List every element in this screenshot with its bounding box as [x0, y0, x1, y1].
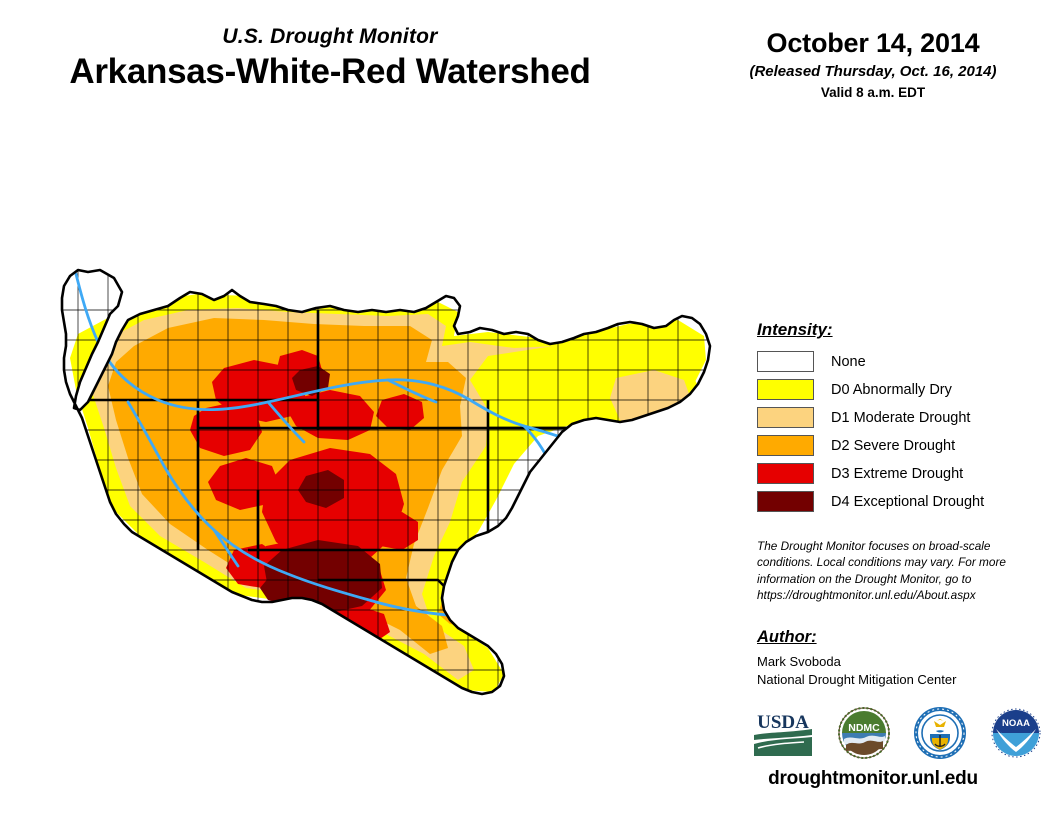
region-d1-south — [490, 578, 636, 636]
region-d0-south — [488, 568, 648, 642]
ndmc-logo-text: NDMC — [848, 722, 880, 734]
region-d3-west2 — [208, 458, 280, 510]
date-block: October 14, 2014 (Released Thursday, Oct… — [700, 28, 1046, 101]
map-container[interactable] — [18, 250, 738, 710]
author-organization: National Drought Mitigation Center — [757, 672, 957, 688]
watershed-map-svg — [60, 268, 712, 696]
author-heading: Author: — [757, 628, 817, 646]
legend-item-d1[interactable]: D1 Moderate Drought — [757, 406, 1037, 429]
legend: Intensity: None D0 Abnormally Dry D1 Mod… — [757, 320, 1037, 518]
legend-item-d4[interactable]: D4 Exceptional Drought — [757, 490, 1037, 513]
region-d2-south2 — [500, 584, 554, 614]
legend-swatch-none — [757, 351, 814, 372]
noaa-logo[interactable]: NOAA — [990, 707, 1042, 764]
author-block: Mark Svoboda National Drought Mitigation… — [757, 653, 1037, 690]
usda-logo-text: USDA — [757, 712, 809, 733]
region-d3-east — [370, 512, 418, 550]
region-d4-north — [292, 366, 330, 396]
valid-time: Valid 8 a.m. EDT — [820, 85, 926, 101]
river-branch-c — [212, 528, 240, 568]
river-red-upper — [126, 400, 460, 618]
region-d4-upper — [298, 470, 344, 508]
river-branch-d — [536, 484, 612, 536]
legend-label-d4: D4 Exceptional Drought — [831, 493, 985, 510]
page-title: Arkansas-White-Red Watershed — [69, 52, 591, 92]
legend-label-d3: D3 Extreme Drought — [831, 465, 964, 482]
basin-outline — [60, 268, 712, 696]
legend-item-none[interactable]: None — [757, 350, 1037, 373]
map-date: October 14, 2014 — [766, 28, 980, 58]
legend-label-none: None — [831, 353, 866, 370]
river-branch-a — [386, 378, 438, 404]
river-canadian — [456, 548, 568, 582]
legend-swatch-d4 — [757, 491, 814, 512]
disclaimer-text: The Drought Monitor focuses on broad-sca… — [757, 539, 1006, 602]
ndmc-logo[interactable]: NDMC — [838, 706, 890, 764]
legend-item-d0[interactable]: D0 Abnormally Dry — [757, 378, 1037, 401]
legend-swatch-d2 — [757, 435, 814, 456]
usdc-seal-logo[interactable] — [914, 706, 966, 764]
river-branch-b — [266, 400, 306, 444]
program-title: U.S. Drought Monitor — [222, 25, 438, 48]
region-d0-southeast — [574, 632, 648, 686]
legend-label-d0: D0 Abnormally Dry — [831, 381, 952, 398]
legend-title: Intensity: — [757, 320, 833, 339]
region-d3-core — [262, 448, 404, 568]
river-lower — [564, 578, 676, 694]
legend-swatch-d0 — [757, 379, 814, 400]
legend-item-d2[interactable]: D2 Severe Drought — [757, 434, 1037, 457]
logo-row: USDA NDMC — [752, 706, 1042, 764]
legend-swatch-d3 — [757, 463, 814, 484]
legend-swatch-d1 — [757, 407, 814, 428]
region-d3-central2 — [376, 394, 424, 430]
title-block: U.S. Drought Monitor Arkansas-White-Red … — [0, 25, 660, 92]
legend-label-d2: D2 Severe Drought — [831, 437, 956, 454]
legend-label-d1: D1 Moderate Drought — [831, 409, 971, 426]
noaa-logo-text: NOAA — [1002, 718, 1030, 729]
site-url[interactable]: droughtmonitor.unl.edu — [768, 768, 978, 789]
release-date: (Released Thursday, Oct. 16, 2014) — [749, 63, 997, 81]
legend-item-d3[interactable]: D3 Extreme Drought — [757, 462, 1037, 485]
usda-logo[interactable]: USDA — [752, 707, 814, 763]
author-name: Mark Svoboda — [757, 654, 841, 669]
river-red-mid — [456, 614, 538, 631]
